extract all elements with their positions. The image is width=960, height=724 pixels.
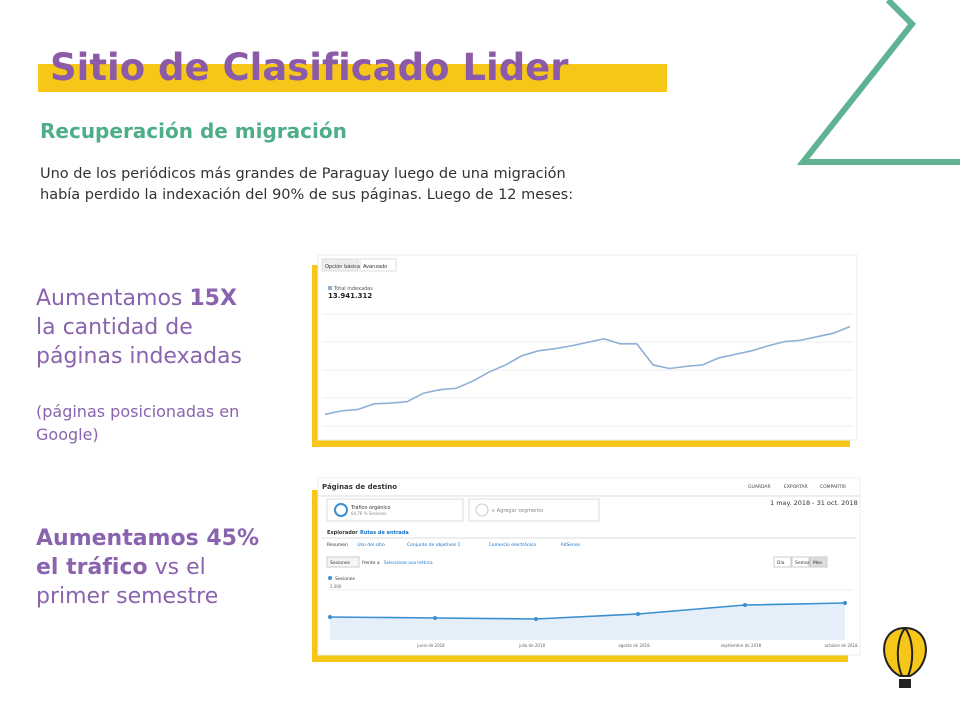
period xyxy=(791,556,810,568)
title: Páginas de destino xyxy=(322,483,397,491)
highlight-text: primer semestre xyxy=(36,584,218,609)
data-point xyxy=(743,603,747,607)
highlight-line: Aumentamos 15X xyxy=(36,286,237,311)
subtitle: Recuperación de migración xyxy=(40,119,347,143)
segment-sub: 64,76 % Sesiones xyxy=(351,511,387,516)
subtab: Comercio electrónico xyxy=(489,541,537,548)
tab: Rutas de entrada xyxy=(360,530,409,536)
select: Seleccionar una métrica xyxy=(384,560,433,565)
highlight-text: Aumentamos 45% xyxy=(36,526,259,551)
x-tick-label: septiembre de 2018 xyxy=(721,643,762,648)
y-tick-label: 2.000 xyxy=(330,584,342,589)
x-tick-label: julio de 2018 xyxy=(518,643,545,648)
period xyxy=(773,556,792,568)
data-line xyxy=(324,325,851,416)
metric: Sesiones xyxy=(330,560,351,566)
total: 13.941.312 xyxy=(328,292,372,300)
balloon-icon xyxy=(883,626,927,688)
legend: Total indexadas xyxy=(333,286,373,292)
tab-label: Avanzado xyxy=(363,264,387,270)
subtab: Resumen xyxy=(327,542,348,548)
chevron xyxy=(796,0,960,165)
x-tick-label: agosto de 2018 xyxy=(618,643,650,648)
segment-box xyxy=(326,498,464,522)
series-name: Sesiones xyxy=(335,576,356,582)
segment: Tráfico orgánico xyxy=(350,504,391,511)
period xyxy=(809,556,828,568)
x-tick-label: octubre de 2018 xyxy=(824,643,857,648)
screenshot-1 xyxy=(317,254,858,441)
date: 1 may. 2018 - 31 oct. 2018 xyxy=(770,499,858,507)
highlight-text: Aumentamos xyxy=(36,286,189,311)
subtab: Conjunto de objetivos 1 xyxy=(407,542,461,548)
tab: Explorador xyxy=(327,530,358,536)
intro-line: Uno de los periódicos más grandes de Par… xyxy=(40,166,566,182)
intro-line: había perdido la indexación del 90% de s… xyxy=(40,187,573,203)
data-line xyxy=(329,602,846,620)
tab xyxy=(359,258,397,272)
highlight-text: páginas indexadas xyxy=(36,344,242,369)
add-segment-box xyxy=(468,498,600,522)
highlight-line: primer semestre xyxy=(36,584,218,609)
period-label: Día xyxy=(777,559,785,566)
highlight-text: vs el xyxy=(148,555,206,580)
highlight-note: Google) xyxy=(36,425,99,444)
period-label: Mes xyxy=(813,560,823,566)
metric-select xyxy=(326,556,360,568)
highlight-line: páginas indexadas xyxy=(36,344,242,369)
highlight-text: el tráfico xyxy=(36,555,148,580)
period-label: Semana xyxy=(795,560,814,566)
highlight-text: 15X xyxy=(189,286,237,311)
action: EXPORTAR xyxy=(784,484,808,490)
highlight-text: la cantidad de xyxy=(36,315,193,340)
tab-label: Opción básica xyxy=(325,263,360,270)
segment-icon xyxy=(334,503,348,517)
action: COMPARTIR xyxy=(820,484,846,490)
legend-swatch xyxy=(328,286,332,290)
highlight-note: (páginas posicionadas en xyxy=(36,402,239,421)
data-point xyxy=(328,615,332,619)
data-point xyxy=(636,612,640,616)
subtab: AdSense xyxy=(561,542,581,548)
highlight-line: el tráfico vs el xyxy=(36,555,206,580)
area xyxy=(330,603,845,640)
title-bar xyxy=(38,64,667,92)
add-segment: + Agregar segmento xyxy=(491,508,543,514)
series-dot xyxy=(328,576,332,580)
versus: frente a xyxy=(362,560,380,566)
data-point xyxy=(534,617,538,621)
x-tick-label: junio de 2018 xyxy=(416,643,445,648)
action: GUARDAR xyxy=(748,484,771,490)
highlight-line: Aumentamos 45% xyxy=(36,526,259,551)
tab xyxy=(321,258,359,272)
add-icon xyxy=(475,503,489,517)
data-point xyxy=(843,601,847,605)
highlight-line: la cantidad de xyxy=(36,315,193,340)
subtab: Uso del sitio xyxy=(357,542,385,548)
data-point xyxy=(433,616,437,620)
title: Sitio de Clasificado Lider xyxy=(50,46,569,89)
